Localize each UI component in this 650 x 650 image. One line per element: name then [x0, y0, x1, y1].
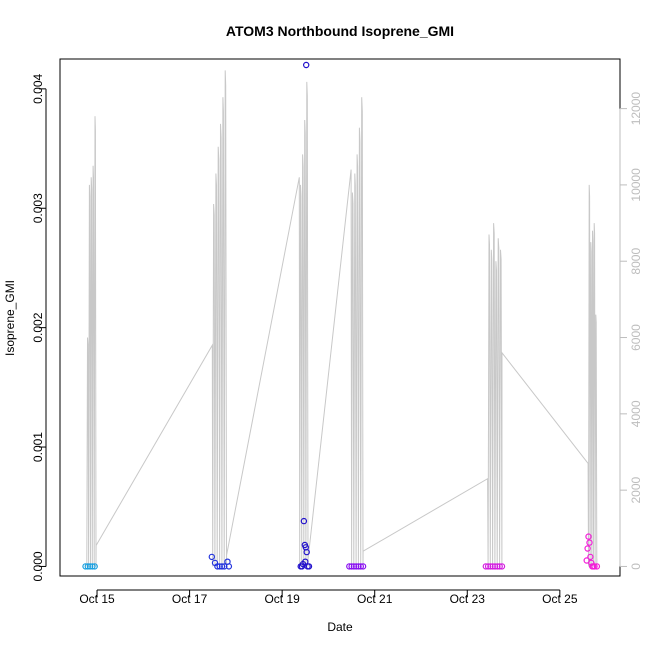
right-y-tick-label: 4000	[629, 400, 643, 427]
data-point	[303, 61, 310, 69]
right-y-tick-label: 2000	[629, 476, 643, 503]
data-point	[208, 553, 215, 561]
y-tick-label: 0.003	[31, 193, 45, 223]
y-axis-label: Isoprene_GMI	[3, 280, 17, 356]
data-point	[359, 563, 367, 570]
x-tick-label: Oct 15	[79, 592, 115, 606]
y-axis-left: 0.000 0.001 0.002 0.003 0.004	[31, 74, 47, 581]
y-tick-label: 0.001	[31, 432, 45, 462]
data-point	[593, 563, 601, 570]
altitude-trace	[86, 70, 598, 567]
data-point	[305, 563, 313, 570]
y-axis-right: 0 2000 4000 6000 8000 10000 12000	[619, 92, 643, 570]
y-tick-label: 0.002	[31, 312, 45, 342]
right-y-tick-label: 12000	[629, 92, 643, 126]
series-6	[583, 533, 601, 570]
series-3	[297, 61, 313, 570]
series-4	[346, 563, 367, 570]
data-point	[91, 563, 98, 570]
y-tick-label: 0.004	[31, 74, 45, 104]
data-point	[591, 563, 598, 570]
x-tick-label: Oct 25	[542, 592, 578, 606]
series-5	[482, 563, 506, 570]
data-point	[585, 533, 592, 540]
altitude-trace-line	[86, 70, 598, 567]
data-point	[353, 563, 360, 570]
right-y-tick-label: 6000	[629, 324, 643, 351]
right-y-tick-label: 10000	[629, 168, 643, 202]
series-1	[82, 563, 98, 570]
data-point	[300, 517, 308, 525]
data-point	[303, 548, 310, 556]
data-point	[587, 553, 594, 561]
x-tick-label: Oct 17	[172, 592, 208, 606]
y-tick-label: 0.000	[31, 551, 45, 581]
data-point	[218, 563, 226, 570]
right-y-tick-label: 0	[629, 563, 643, 570]
chart-title: ATOM3 Northbound Isoprene_GMI	[226, 23, 454, 39]
data-point	[496, 563, 503, 570]
data-points	[82, 61, 601, 570]
data-point	[357, 563, 364, 570]
data-point	[498, 563, 506, 570]
data-point	[89, 563, 96, 570]
x-tick-label: Oct 19	[264, 592, 300, 606]
right-y-tick-label: 8000	[629, 248, 643, 275]
data-point	[225, 563, 233, 570]
x-axis-label: Date	[327, 620, 353, 634]
data-point	[584, 545, 591, 552]
x-tick-label: Oct 23	[450, 592, 486, 606]
x-axis: Oct 15 Oct 17 Oct 19 Oct 21 Oct 23 Oct 25	[79, 589, 578, 606]
data-point	[586, 539, 593, 546]
x-tick-label: Oct 21	[357, 592, 393, 606]
plot-frame	[59, 58, 621, 577]
series-2	[208, 553, 233, 570]
